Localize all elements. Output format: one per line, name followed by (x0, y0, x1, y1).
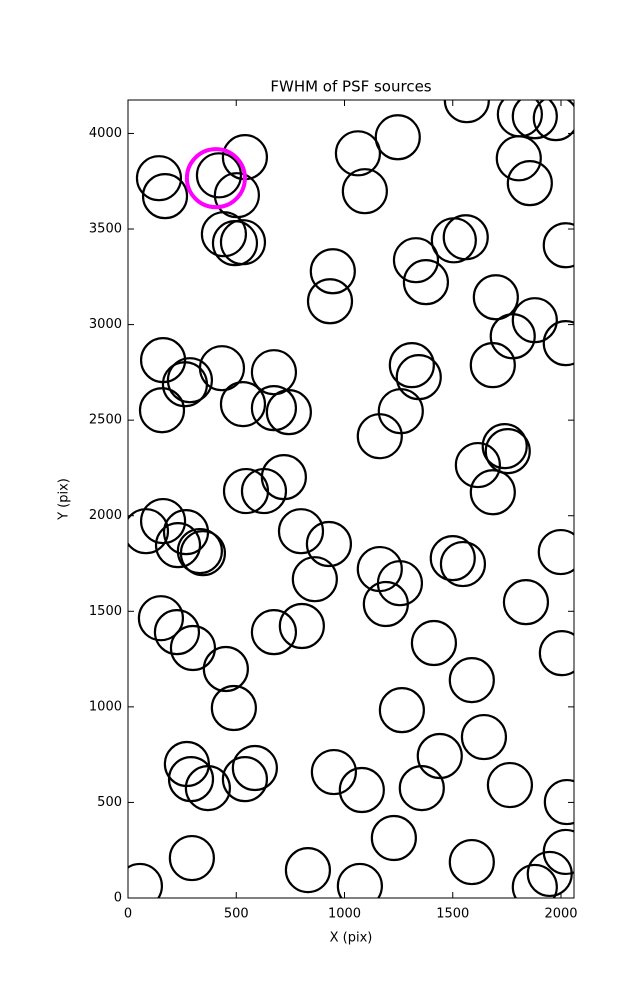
source (410, 619, 458, 667)
source (195, 152, 243, 199)
source (176, 527, 223, 575)
source (334, 130, 382, 177)
y-tick-label: 2500 (89, 413, 122, 428)
source (306, 278, 354, 325)
y-axis-label: Y (pix) (57, 478, 72, 521)
y-tick-label: 0 (114, 891, 122, 906)
source (542, 828, 574, 876)
source (250, 349, 298, 396)
source (448, 657, 495, 704)
source (472, 274, 519, 321)
source (495, 135, 542, 182)
chart-title: FWHM of PSF sources (270, 78, 431, 96)
y-tick-label: 3500 (89, 222, 122, 237)
source (169, 624, 217, 672)
x-tick-label: 1000 (328, 907, 361, 922)
source (221, 756, 269, 803)
source (532, 100, 574, 142)
source (469, 469, 516, 516)
x-tick-label: 0 (124, 907, 132, 922)
source (336, 862, 383, 898)
x-tick-label: 1500 (436, 907, 469, 922)
source (448, 838, 495, 886)
source (305, 520, 353, 568)
y-tick-label: 1000 (89, 699, 122, 714)
source (219, 381, 267, 428)
source (153, 609, 201, 656)
source (210, 684, 257, 732)
source (454, 441, 501, 489)
source (310, 748, 357, 796)
source (370, 814, 417, 862)
source (128, 862, 164, 898)
source (538, 630, 574, 677)
source (506, 160, 553, 207)
source (166, 357, 214, 404)
y-tick-label: 3000 (89, 317, 122, 332)
y-tick-label: 4000 (89, 126, 122, 141)
source (376, 560, 424, 607)
source (543, 778, 574, 826)
x-axis-label: X (pix) (330, 931, 373, 946)
source (277, 508, 325, 555)
plot-area (128, 100, 574, 898)
y-tick-label: 2000 (89, 508, 122, 523)
source (139, 497, 187, 545)
source (392, 237, 440, 284)
source (219, 219, 267, 266)
source (141, 173, 189, 220)
source (135, 155, 183, 202)
source (398, 764, 445, 812)
source (250, 609, 298, 656)
source (260, 454, 307, 501)
source (128, 508, 170, 555)
source (338, 766, 385, 814)
source (184, 764, 231, 812)
source (388, 342, 435, 389)
source (202, 645, 249, 693)
source (439, 540, 487, 588)
source (481, 423, 528, 470)
source (374, 114, 421, 161)
source (484, 428, 531, 475)
source (511, 863, 558, 898)
source (213, 172, 261, 219)
source (486, 761, 534, 809)
source (250, 385, 298, 432)
x-tick-label: 500 (224, 907, 249, 922)
source (265, 389, 312, 436)
source (284, 846, 332, 894)
source (138, 387, 186, 434)
source (402, 259, 450, 306)
source (511, 297, 558, 344)
source (168, 834, 215, 882)
x-tick-label: 2000 (544, 907, 577, 922)
source (278, 602, 325, 650)
source (502, 579, 550, 626)
source (511, 100, 558, 140)
source (341, 168, 388, 215)
source (442, 214, 489, 261)
source (154, 522, 202, 569)
source (429, 535, 476, 582)
y-tick-label: 500 (97, 795, 122, 810)
source (231, 744, 278, 792)
source (378, 687, 425, 734)
source (137, 595, 185, 642)
source (416, 732, 463, 780)
source (291, 556, 338, 603)
source (179, 530, 227, 577)
highlight-source (184, 147, 247, 210)
source (542, 222, 574, 269)
source (542, 320, 574, 367)
plot-frame (127, 99, 575, 899)
y-tick-label: 1500 (89, 604, 122, 619)
source (395, 354, 442, 401)
source (309, 248, 356, 295)
source (198, 345, 246, 392)
source (537, 528, 574, 576)
source (460, 713, 508, 761)
